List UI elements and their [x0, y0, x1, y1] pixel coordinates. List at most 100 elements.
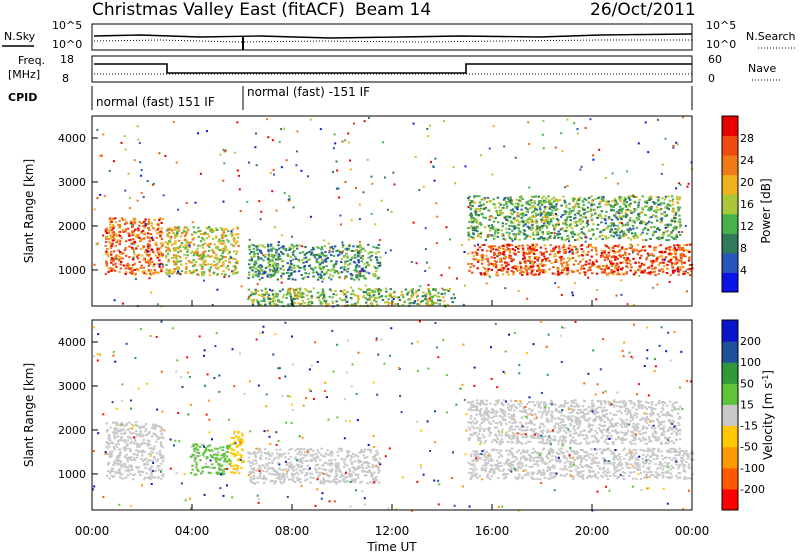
data-cell [497, 269, 500, 271]
data-cell [157, 222, 160, 225]
data-cell [508, 228, 511, 231]
power-colorbar-label: Power [dB] [759, 178, 773, 243]
data-cell [206, 455, 209, 458]
data-cell [374, 297, 377, 300]
data-cell [301, 259, 304, 261]
data-cell [316, 477, 320, 480]
data-cell [611, 247, 615, 250]
data-cell [603, 256, 606, 259]
data-cell [644, 121, 647, 124]
data-cell [347, 453, 350, 456]
data-cell [250, 480, 253, 483]
data-cell [294, 258, 298, 260]
data-cell [533, 247, 536, 250]
data-cell [588, 266, 591, 269]
data-cell [122, 428, 125, 431]
data-cell [233, 455, 236, 458]
data-cell [675, 226, 678, 229]
data-cell [365, 264, 368, 267]
data-cell [289, 273, 292, 276]
data-cell [491, 248, 495, 251]
data-cell [324, 301, 328, 304]
data-cell [321, 253, 324, 256]
data-cell [585, 222, 589, 225]
data-cell [499, 259, 502, 262]
data-cell [189, 241, 193, 244]
data-cell [343, 293, 347, 295]
data-cell [145, 472, 148, 475]
data-cell [197, 452, 201, 454]
data-cell [567, 272, 570, 275]
data-cell [135, 255, 139, 258]
data-cell [149, 273, 153, 276]
data-cell [546, 230, 549, 233]
data-cell [302, 457, 305, 459]
data-cell [477, 259, 480, 261]
data-cell [219, 446, 222, 449]
data-cell [640, 211, 643, 214]
data-cell [305, 294, 309, 297]
data-cell [390, 211, 393, 213]
data-cell [558, 233, 562, 235]
data-cell [551, 197, 554, 200]
data-cell [276, 263, 279, 266]
data-cell [122, 465, 125, 468]
data-cell [373, 273, 377, 276]
data-cell [112, 431, 115, 434]
data-cell [365, 456, 369, 459]
data-cell [644, 223, 647, 226]
data-cell [524, 262, 527, 265]
data-cell [277, 241, 280, 244]
data-cell [209, 242, 212, 245]
data-cell [612, 273, 615, 276]
data-cell [687, 259, 691, 262]
data-cell [280, 277, 283, 280]
data-cell [426, 301, 429, 304]
colorbar-swatch [722, 194, 738, 215]
data-cell [138, 142, 141, 145]
data-cell [630, 245, 633, 248]
data-cell [136, 424, 139, 427]
data-cell [496, 196, 500, 199]
data-cell [315, 271, 318, 274]
data-cell [167, 271, 170, 274]
data-cell [273, 299, 276, 302]
data-cell [222, 261, 225, 264]
data-cell [486, 196, 490, 199]
data-cell [246, 200, 249, 203]
data-cell [197, 235, 200, 238]
data-cell [568, 251, 571, 254]
data-cell [262, 254, 265, 257]
data-cell [534, 229, 537, 232]
data-cell [335, 293, 338, 296]
data-cell [296, 287, 299, 290]
data-cell [367, 256, 370, 259]
data-cell [184, 235, 187, 237]
data-cell [134, 272, 137, 275]
data-cell [524, 223, 527, 226]
data-cell [496, 274, 499, 277]
data-cell [389, 288, 392, 291]
data-cell [182, 229, 185, 232]
data-cell [639, 249, 642, 252]
data-cell [557, 221, 560, 224]
data-cell [355, 267, 358, 270]
data-cell [641, 270, 644, 273]
colorbar-tick-label: 12 [740, 220, 754, 233]
data-cell [337, 249, 340, 252]
data-cell [185, 233, 188, 236]
data-cell [131, 478, 135, 481]
data-cell [304, 272, 307, 275]
data-cell [360, 275, 363, 278]
data-cell [332, 264, 335, 267]
data-cell [269, 268, 272, 271]
data-cell [118, 452, 122, 455]
data-cell [610, 256, 614, 259]
power-ylabel: Slant Range [km] [22, 159, 36, 263]
data-cell [566, 264, 570, 267]
data-cell [581, 200, 584, 203]
data-cell [572, 232, 575, 235]
data-cell [672, 226, 676, 229]
data-cell [542, 237, 545, 240]
data-cell [358, 451, 362, 454]
